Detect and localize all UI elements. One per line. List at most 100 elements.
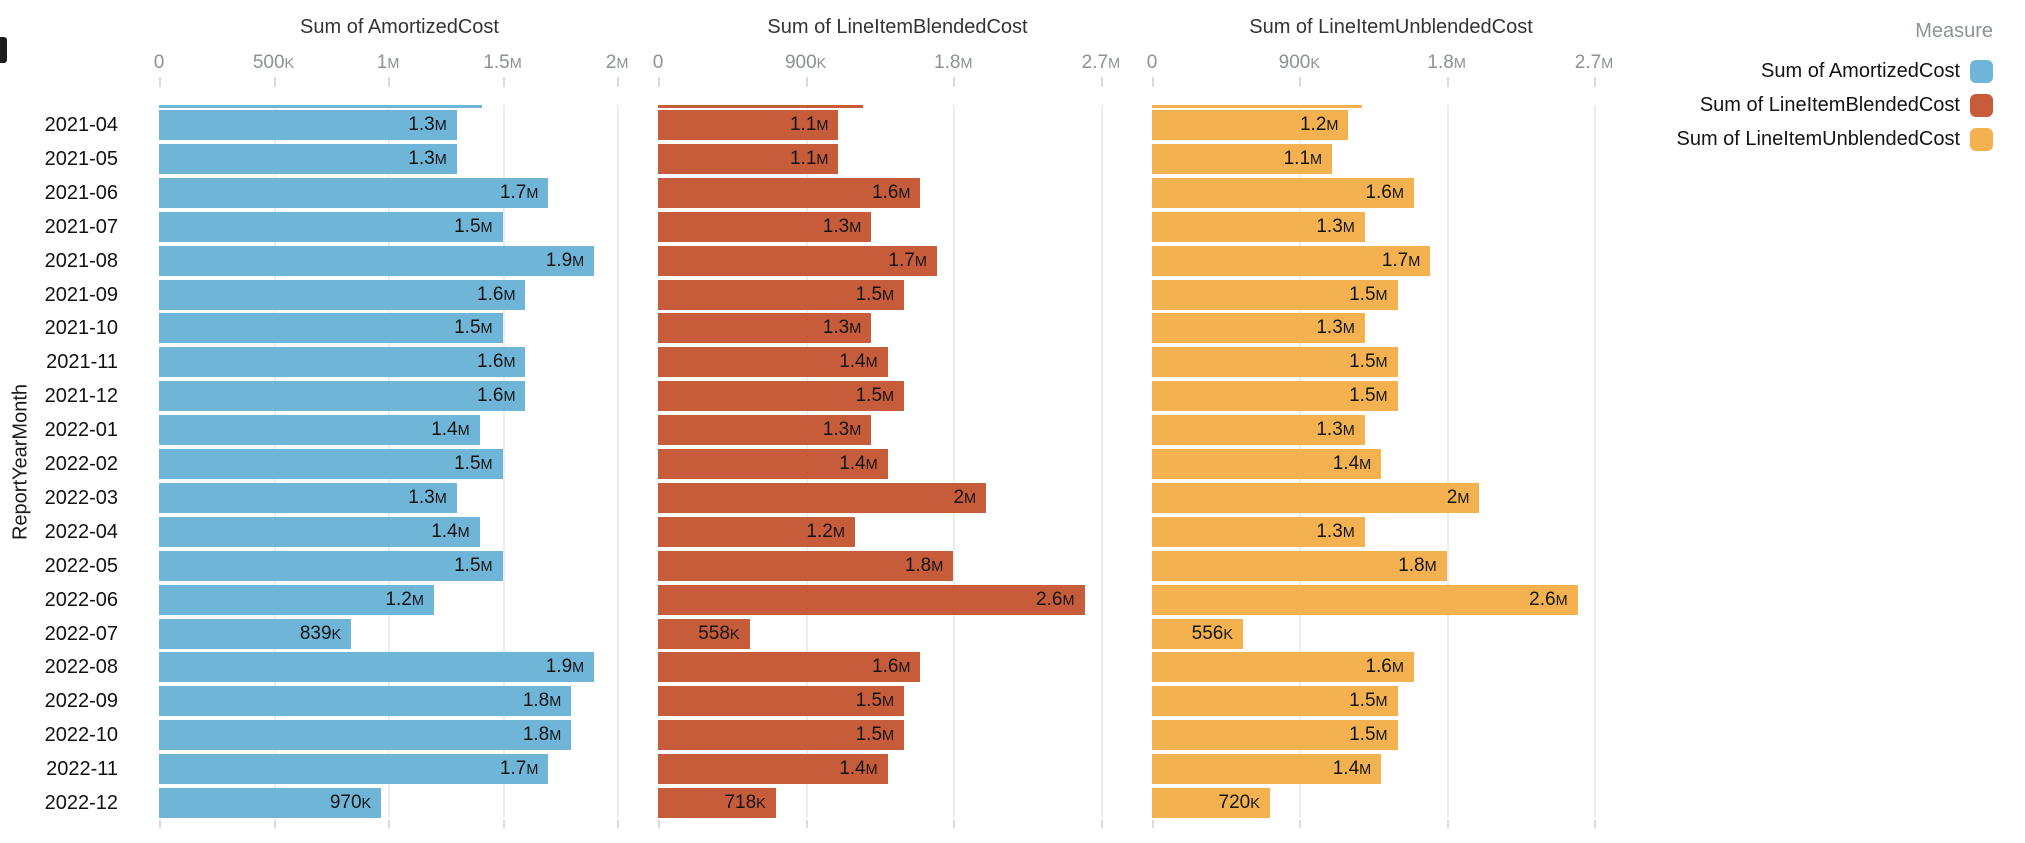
bar[interactable]: 2M: [1152, 482, 1480, 513]
bar[interactable]: 1.3M: [658, 313, 872, 344]
bar[interactable]: 1.5M: [159, 449, 503, 479]
legend-item[interactable]: Sum of LineItemBlendedCost: [1700, 91, 1993, 119]
axis-tick-mark: [1299, 77, 1302, 87]
category-label: 2021-06: [44, 181, 118, 204]
bar-value-label: 1.5M: [454, 453, 493, 474]
bar[interactable]: 558K: [658, 618, 750, 649]
bar[interactable]: 1.3M: [1152, 516, 1365, 547]
category-label: 2021-08: [44, 249, 118, 272]
bar[interactable]: 1.8M: [159, 686, 572, 717]
bar[interactable]: 1.5M: [658, 279, 905, 310]
bar[interactable]: 1.6M: [159, 279, 526, 310]
axis-tick-label: 500K: [252, 52, 295, 73]
bar[interactable]: 556K: [1152, 618, 1244, 649]
bar[interactable]: 1.7M: [658, 245, 937, 276]
bar[interactable]: 1.2M: [159, 584, 434, 615]
bar-value-label: 1.5M: [1349, 690, 1388, 712]
bar[interactable]: 1.5M: [159, 211, 503, 242]
bar[interactable]: 1.4M: [1152, 754, 1382, 785]
bar[interactable]: 1.3M: [658, 211, 872, 242]
category-label: 2021-10: [44, 317, 118, 340]
bar[interactable]: 1.3M: [159, 143, 457, 174]
legend-title: Measure: [1915, 20, 1993, 42]
bar[interactable]: 1.1M: [658, 143, 839, 174]
bar-value-label: 1.4M: [431, 419, 470, 441]
bar[interactable]: 1.3M: [1152, 211, 1365, 242]
bar[interactable]: 1.6M: [159, 381, 526, 412]
bar[interactable]: 1.3M: [1152, 415, 1365, 446]
axis-tick-mark: [805, 77, 808, 87]
bar[interactable]: 1.5M: [1152, 720, 1398, 751]
bar[interactable]: 1.6M: [658, 177, 921, 208]
bar[interactable]: 1.1M: [658, 110, 839, 140]
bar[interactable]: 1.5M: [1152, 686, 1398, 717]
bar[interactable]: 1.2M: [1152, 110, 1349, 140]
bar-value-label: 1.4M: [1332, 453, 1372, 474]
bar[interactable]: 720K: [1152, 788, 1270, 818]
bar[interactable]: 839K: [159, 618, 352, 649]
axis-tick-label: 900K: [784, 52, 827, 73]
axis-tick-mark: [617, 77, 620, 87]
category-label: 2022-10: [44, 724, 118, 747]
bar[interactable]: 1.5M: [159, 550, 503, 581]
bar[interactable]: 1.3M: [658, 415, 872, 446]
bar[interactable]: 2M: [658, 482, 987, 513]
bar-value-label: 2M: [953, 486, 977, 508]
bar[interactable]: 1.8M: [658, 550, 954, 581]
bar[interactable]: 1.7M: [159, 754, 549, 785]
bar-value-label: 558K: [698, 622, 740, 644]
bar[interactable]: 1.5M: [1152, 279, 1398, 310]
bar[interactable]: 970K: [159, 788, 382, 818]
bar[interactable]: 1.5M: [159, 313, 503, 344]
bar-value-label: 1.3M: [1316, 215, 1355, 237]
bar[interactable]: 1.7M: [1152, 245, 1431, 276]
bar[interactable]: 1.4M: [1152, 449, 1382, 479]
bar[interactable]: 2.6M: [1152, 584, 1578, 615]
bar[interactable]: 1.1M: [1152, 143, 1333, 174]
bar[interactable]: 1.5M: [658, 720, 905, 751]
axis-tick-label: 2.7M: [1081, 52, 1121, 73]
bar[interactable]: 1.4M: [159, 516, 480, 547]
bar[interactable]: 1.9M: [159, 652, 595, 683]
bar-value-label: 970K: [329, 792, 372, 813]
gridline: [1593, 105, 1596, 818]
bar[interactable]: 718K: [658, 788, 776, 818]
bar-value-label: 1.4M: [839, 758, 878, 780]
category-label: 2021-12: [44, 385, 118, 408]
bar[interactable]: 1.2M: [658, 516, 855, 547]
category-label: 2022-11: [46, 758, 118, 781]
bar-value-label: 556K: [1191, 622, 1234, 644]
left-edge-scrollbar-thumb[interactable]: [0, 37, 7, 63]
bar[interactable]: 1.5M: [1152, 381, 1398, 412]
bar[interactable]: 1.3M: [159, 110, 457, 140]
axis-tick-mark: [1593, 820, 1596, 828]
bar[interactable]: 1.5M: [658, 686, 905, 717]
bar[interactable]: 1.7M: [159, 177, 549, 208]
bar[interactable]: 1.6M: [1152, 652, 1414, 683]
axis-tick-label: 0: [1146, 52, 1158, 73]
legend-item[interactable]: Sum of AmortizedCost: [1761, 57, 1993, 85]
bar-value-label: 1.5M: [454, 317, 493, 339]
bar[interactable]: 1.8M: [1152, 550, 1447, 581]
bar[interactable]: 1.4M: [658, 449, 888, 479]
axis-tick-mark: [953, 77, 956, 87]
bar[interactable]: 1.4M: [658, 754, 888, 785]
bar[interactable]: 1.6M: [159, 347, 526, 378]
bar[interactable]: 1.8M: [159, 720, 572, 751]
legend-item[interactable]: Sum of LineItemUnblendedCost: [1677, 125, 1993, 153]
bar[interactable]: 1.5M: [658, 381, 905, 412]
bar[interactable]: 1.6M: [1152, 177, 1414, 208]
bar[interactable]: 2.6M: [658, 584, 1085, 615]
bar[interactable]: 1.4M: [658, 347, 888, 378]
bar-value-label: 1.6M: [477, 351, 516, 373]
bar-value-label: 1.2M: [806, 520, 845, 542]
bar[interactable]: 1.3M: [159, 482, 457, 513]
bar[interactable]: 1.5M: [1152, 347, 1398, 378]
clipped-bar-top-row: [658, 105, 864, 108]
axis-tick-mark: [1299, 820, 1302, 828]
bar[interactable]: 1.3M: [1152, 313, 1365, 344]
legend-swatch: [1970, 127, 1993, 151]
bar[interactable]: 1.6M: [658, 652, 921, 683]
bar[interactable]: 1.4M: [159, 415, 480, 446]
bar[interactable]: 1.9M: [159, 245, 595, 276]
